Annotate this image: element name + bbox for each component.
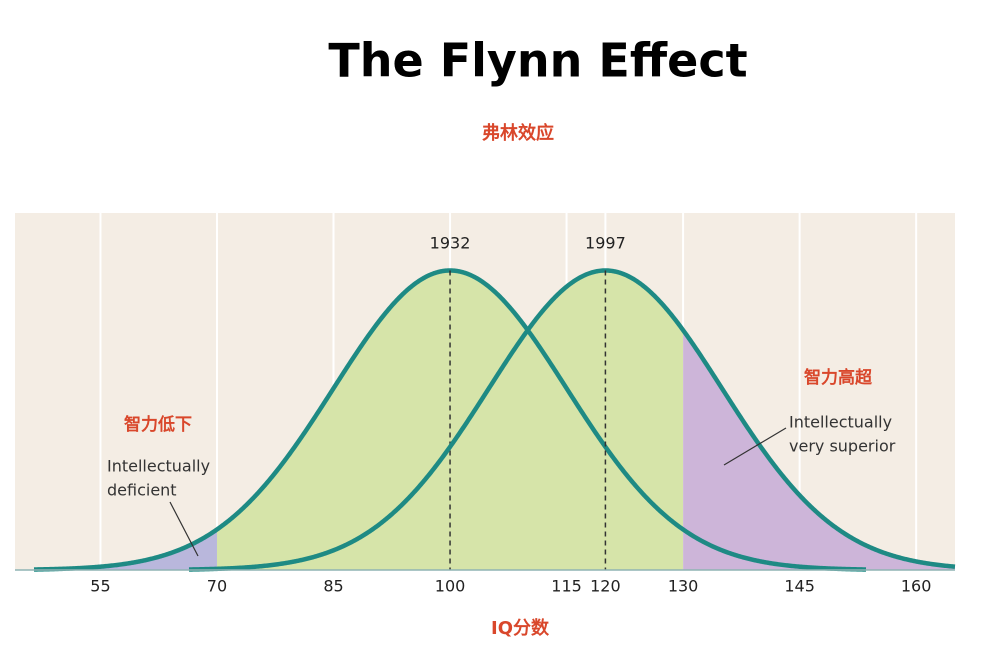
curve xyxy=(188,268,956,572)
annotation-text: Intellectually xyxy=(789,413,892,432)
annotation-title: 智力高超 xyxy=(804,367,873,388)
x-tick-label: 100 xyxy=(435,577,466,596)
series-label: 1997 xyxy=(585,234,626,253)
x-axis-label: IQ分数 xyxy=(491,617,550,639)
annotation-text: very superior xyxy=(789,437,896,456)
series-label: 1932 xyxy=(430,234,471,253)
annotation-text: Intellectually xyxy=(107,457,210,476)
shaded-region xyxy=(216,270,684,570)
leader-line xyxy=(169,501,199,557)
x-tick-label: 145 xyxy=(784,577,815,596)
x-tick-label: 130 xyxy=(668,577,699,596)
x-tick-label: 55 xyxy=(90,577,110,596)
x-tick-label: 85 xyxy=(323,577,343,596)
chart-title: The Flynn Effect xyxy=(328,34,747,88)
annotation-text: deficient xyxy=(107,481,177,500)
x-tick-label: 160 xyxy=(901,577,932,596)
shaded-region xyxy=(683,330,955,570)
chart-subtitle: 弗林效应 xyxy=(482,122,554,144)
shaded-region xyxy=(15,529,217,570)
leader-line xyxy=(723,427,787,466)
x-tick-label: 120 xyxy=(590,577,621,596)
annotation-title: 智力低下 xyxy=(124,414,192,435)
x-tick-label: 115 xyxy=(551,577,582,596)
x-tick-label: 70 xyxy=(207,577,227,596)
